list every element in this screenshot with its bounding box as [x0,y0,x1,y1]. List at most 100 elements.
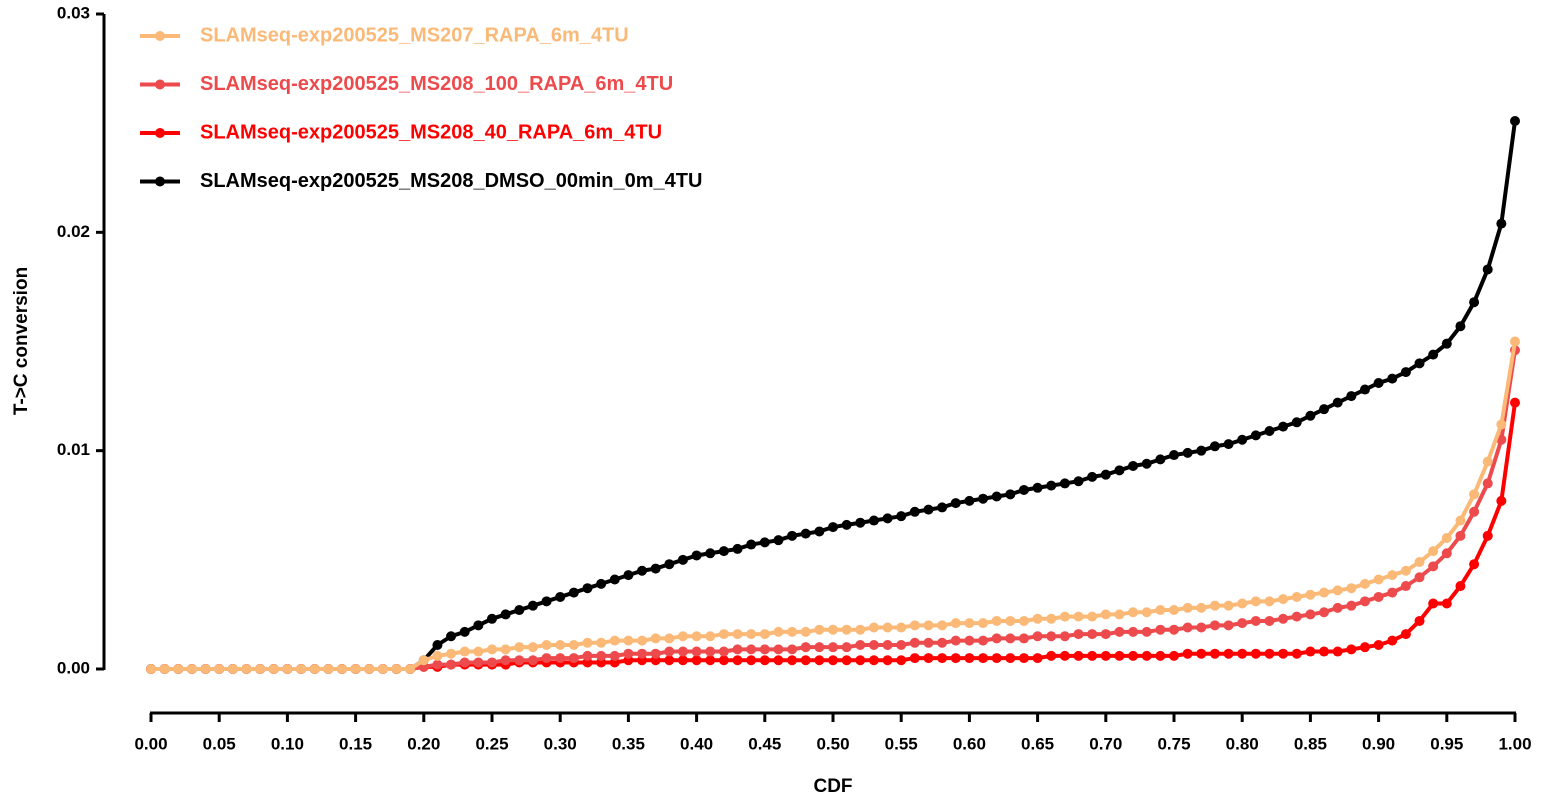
data-point [773,626,784,637]
data-point [1482,478,1493,489]
data-point [1155,650,1166,661]
data-point [677,631,688,642]
data-point [473,657,484,668]
legend-marker [155,31,165,41]
data-point [1332,646,1343,657]
data-point [923,653,934,664]
data-point [1223,600,1234,611]
data-point [950,498,961,509]
data-point [732,655,743,666]
data-point [1059,478,1070,489]
data-point [473,646,484,657]
data-point [1319,607,1330,618]
data-point [950,653,961,664]
data-point [991,615,1002,626]
data-point [978,493,989,504]
data-point [1346,391,1357,402]
data-point [200,664,211,674]
data-point [1059,631,1070,642]
data-point [718,655,729,666]
data-point [868,639,879,650]
data-point [896,655,907,666]
x-tick-label: 0.45 [748,734,781,753]
data-point [1387,373,1398,384]
data-point [227,664,238,674]
data-point [487,657,497,668]
data-point [664,655,675,666]
data-point [1319,646,1330,657]
data-point [609,650,620,661]
data-point [691,655,702,666]
data-point [1223,439,1234,450]
data-point [309,664,320,674]
data-point [677,554,688,565]
data-point [1005,489,1016,500]
data-point [555,653,566,664]
legend-marker [155,128,165,138]
data-point [991,491,1002,502]
data-point [828,642,838,653]
data-point [964,618,975,629]
x-tick-label: 0.60 [953,734,986,753]
data-point [1073,476,1084,487]
data-point [868,655,879,666]
data-point [1291,648,1302,659]
data-point [1359,596,1370,607]
data-point [541,639,552,650]
x-tick-label: 0.80 [1226,734,1259,753]
data-point [459,646,470,657]
data-point [964,495,975,506]
data-point [909,653,920,664]
data-point [541,596,552,607]
data-point [841,519,852,530]
data-point [637,635,648,646]
data-point [555,591,566,602]
data-point [1046,631,1057,642]
data-point [268,664,279,674]
data-point [664,646,675,657]
data-point [896,622,907,633]
x-tick-label: 0.40 [680,734,713,753]
series-line [151,120,1517,671]
data-point [664,633,675,644]
data-point [214,664,225,674]
data-point [705,646,716,657]
data-point [1455,530,1466,541]
x-tick-label: 0.55 [885,734,918,753]
data-point [1359,578,1370,589]
data-point [882,639,893,650]
data-point [1209,600,1220,611]
data-point [1428,561,1439,572]
data-point [1018,633,1029,644]
data-point [732,543,743,554]
data-point [500,609,511,620]
data-point [487,644,497,655]
data-point [1496,419,1507,430]
data-point [1059,650,1070,661]
data-point [923,504,934,515]
data-point [377,664,388,674]
x-tick-label: 0.50 [816,734,849,753]
data-point [1087,471,1098,482]
data-point [1005,633,1016,644]
x-tick-label: 0.85 [1294,734,1327,753]
data-point [964,653,975,664]
data-point [705,655,716,666]
data-point [746,644,757,655]
data-point [459,657,470,668]
data-point [991,653,1002,664]
data-point [746,539,757,550]
data-point [1455,321,1466,332]
data-point [1319,587,1330,598]
data-point [828,655,838,666]
data-point [868,622,879,633]
data-point [609,635,620,646]
data-point [691,550,702,561]
data-point [1196,445,1207,456]
legend-label: SLAMseq-exp200525_MS208_100_RAPA_6m_4TU [200,73,673,95]
data-point [1441,598,1452,609]
data-point [1155,605,1166,616]
data-point [596,637,607,648]
data-point [1141,607,1152,618]
data-point [1237,434,1248,445]
